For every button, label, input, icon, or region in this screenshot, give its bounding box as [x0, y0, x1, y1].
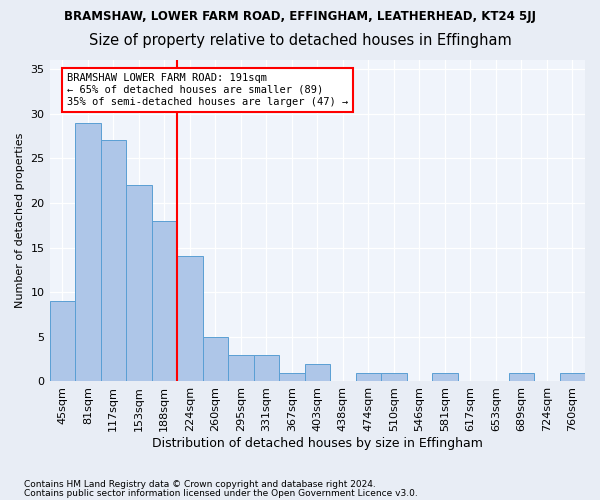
- Bar: [126, 185, 152, 382]
- Bar: [279, 372, 305, 382]
- Bar: [50, 301, 75, 382]
- Bar: [509, 372, 534, 382]
- Bar: [356, 372, 381, 382]
- Text: Contains HM Land Registry data © Crown copyright and database right 2024.: Contains HM Land Registry data © Crown c…: [24, 480, 376, 489]
- Y-axis label: Number of detached properties: Number of detached properties: [15, 133, 25, 308]
- X-axis label: Distribution of detached houses by size in Effingham: Distribution of detached houses by size …: [152, 437, 483, 450]
- Bar: [381, 372, 407, 382]
- Text: Contains public sector information licensed under the Open Government Licence v3: Contains public sector information licen…: [24, 488, 418, 498]
- Bar: [560, 372, 585, 382]
- Text: BRAMSHAW, LOWER FARM ROAD, EFFINGHAM, LEATHERHEAD, KT24 5JJ: BRAMSHAW, LOWER FARM ROAD, EFFINGHAM, LE…: [64, 10, 536, 23]
- Bar: [177, 256, 203, 382]
- Bar: [305, 364, 330, 382]
- Bar: [254, 354, 279, 382]
- Bar: [228, 354, 254, 382]
- Bar: [203, 337, 228, 382]
- Bar: [75, 122, 101, 382]
- Bar: [432, 372, 458, 382]
- Text: BRAMSHAW LOWER FARM ROAD: 191sqm
← 65% of detached houses are smaller (89)
35% o: BRAMSHAW LOWER FARM ROAD: 191sqm ← 65% o…: [67, 74, 348, 106]
- Text: Size of property relative to detached houses in Effingham: Size of property relative to detached ho…: [89, 32, 511, 48]
- Bar: [152, 220, 177, 382]
- Bar: [101, 140, 126, 382]
